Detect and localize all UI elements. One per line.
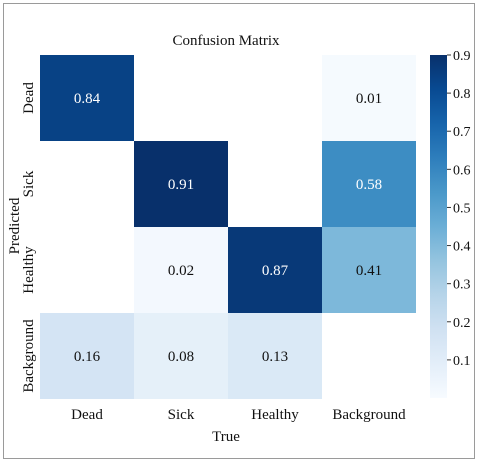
colorbar-tick-label: 0.1 xyxy=(453,354,471,369)
heatmap-cell xyxy=(134,227,228,313)
cell-value-label: 0.58 xyxy=(356,177,382,193)
x-tick-labels: Dead Sick Healthy Background xyxy=(71,407,406,423)
x-tick-label: Healthy xyxy=(251,407,299,423)
colorbar-tick-label: 0.4 xyxy=(453,240,471,255)
x-axis-label: True xyxy=(212,429,240,445)
heatmap-cell xyxy=(134,141,228,227)
colorbar-tick-label: 0.9 xyxy=(453,49,471,64)
cell-value-label: 0.13 xyxy=(262,349,288,365)
heatmap-cell xyxy=(228,313,322,399)
heatmap-cell xyxy=(134,313,228,399)
colorbar-ticks: 0.1 0.2 0.3 0.4 0.5 0.6 0.7 0.8 0.9 xyxy=(447,49,471,369)
colorbar-tick-label: 0.3 xyxy=(453,278,471,293)
colorbar-tick-label: 0.7 xyxy=(453,125,471,140)
heatmap-cell xyxy=(40,313,134,399)
heatmap-cell xyxy=(322,55,416,141)
heatmap-cell xyxy=(322,227,416,313)
cell-value-label: 0.08 xyxy=(168,349,194,365)
cell-value-label: 0.91 xyxy=(168,177,194,193)
y-tick-label: Sick xyxy=(21,170,37,197)
cell-value-label: 0.41 xyxy=(356,263,382,279)
cell-value-label: 0.84 xyxy=(74,91,101,107)
colorbar-tick-label: 0.2 xyxy=(453,316,471,331)
heatmap-cell xyxy=(228,227,322,313)
x-tick-label: Sick xyxy=(168,407,195,423)
x-tick-label: Dead xyxy=(71,407,103,423)
cell-value-label: 0.87 xyxy=(262,263,289,279)
heatmap-cell xyxy=(40,55,134,141)
y-tick-label: Background xyxy=(21,319,37,393)
y-tick-label: Dead xyxy=(21,82,37,114)
y-tick-label: Healthy xyxy=(21,246,37,294)
cell-value-label: 0.02 xyxy=(168,263,194,279)
cell-value-label: 0.16 xyxy=(74,349,101,365)
y-tick-labels: Dead Sick Healthy Background xyxy=(21,82,37,393)
colorbar-tick-label: 0.6 xyxy=(453,163,471,178)
heatmap-cell xyxy=(322,141,416,227)
chart-title: Confusion Matrix xyxy=(172,33,280,49)
y-axis-label: Predicted xyxy=(7,197,23,254)
heatmap-cells xyxy=(40,55,416,399)
colorbar-tick-label: 0.5 xyxy=(453,201,471,216)
heatmap-cell-labels: 0.84 0.01 0.91 0.58 0.02 0.87 0.41 0.16 0.08 0.13 xyxy=(74,91,382,365)
cell-value-label: 0.01 xyxy=(356,91,382,107)
colorbar-tick-label: 0.8 xyxy=(453,87,471,102)
x-tick-label: Background xyxy=(332,407,406,423)
colorbar xyxy=(430,55,447,398)
